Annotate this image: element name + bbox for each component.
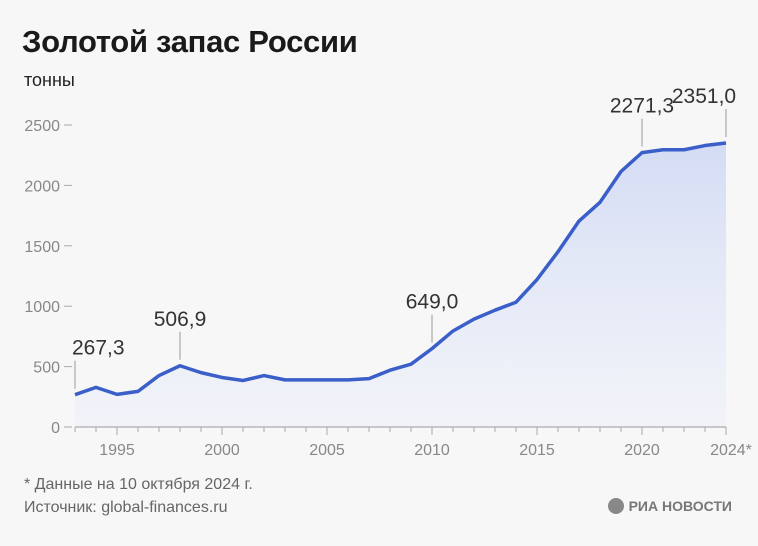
x-tick-label: 2020 [624,442,660,459]
area-fill [75,142,726,427]
data-line [74,141,727,397]
y-tick-label: 1500 [24,239,60,256]
logo-text: РИА НОВОСТИ [628,498,732,514]
logo-icon [607,498,624,514]
annotation-label: 2271,3 [610,95,674,118]
unit-label: тонны [24,70,75,90]
x-tick-label: 2005 [309,442,345,459]
y-tick-label: 2500 [24,118,60,135]
annotation-label: 2351,0 [672,85,736,108]
y-tick-label: 0 [51,420,60,437]
annotation-label: 649,0 [406,291,459,314]
x-tick-label: 2010 [414,442,450,459]
ria-logo: РИА НОВОСТИ [607,498,732,514]
x-tick-label: 2000 [204,442,240,459]
y-tick-label: 500 [33,360,60,377]
x-tick-label: 2015 [519,442,555,459]
x-tick-label: 1995 [99,442,135,459]
annotation-label: 506,9 [154,308,207,331]
annotation-label: 267,3 [72,337,125,360]
chart-title: Золотой запас России [22,24,358,59]
x-tick-label: 2024* [710,442,752,459]
y-tick-label: 1000 [24,299,60,316]
footnote: * Данные на 10 октября 2024 г. [24,476,253,493]
source-note: Источник: global-finances.ru [24,499,228,516]
y-tick-label: 2000 [24,178,60,195]
